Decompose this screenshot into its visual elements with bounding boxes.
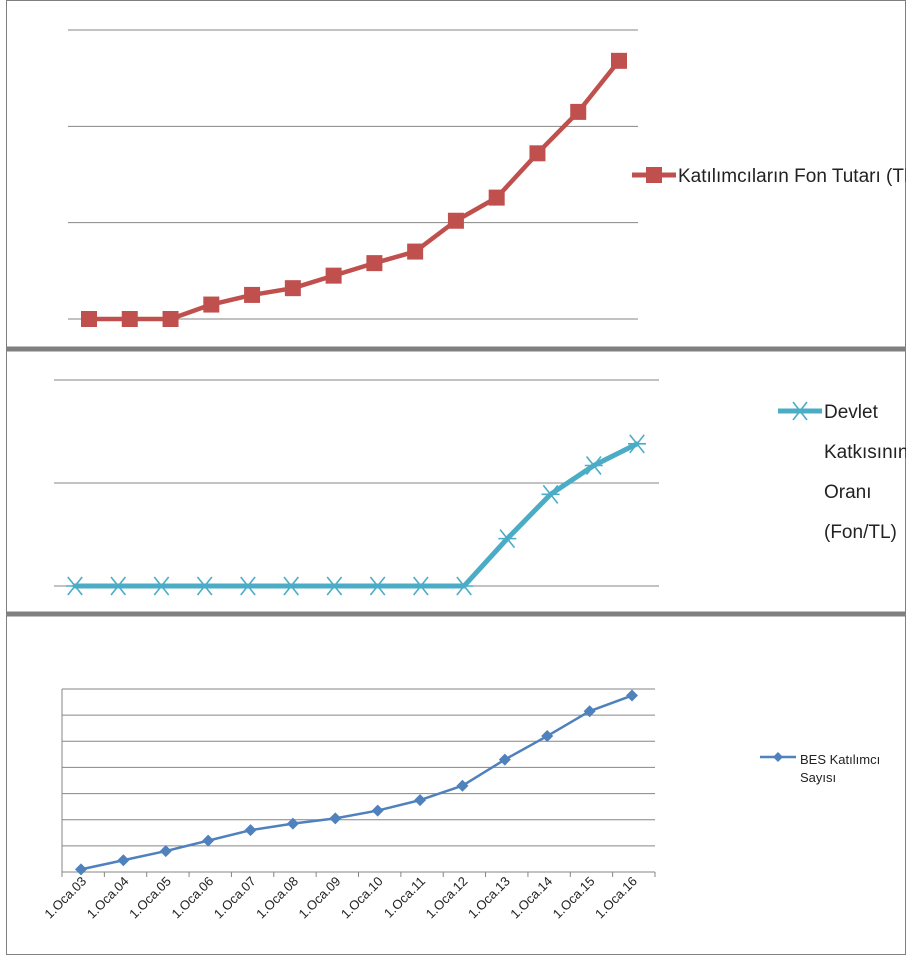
x-tick-label: 1.Oca.13 bbox=[465, 874, 513, 922]
legend-label: BES Katılımcı bbox=[800, 752, 880, 767]
data-point-marker bbox=[411, 576, 430, 596]
data-point-marker bbox=[162, 311, 179, 327]
x-tick-label: 1.Oca.12 bbox=[423, 874, 471, 922]
x-tick-label: 1.Oca.11 bbox=[381, 874, 428, 921]
legend-swatch-marker bbox=[773, 752, 783, 762]
series-line bbox=[79, 694, 634, 871]
legend-label: Sayısı bbox=[800, 770, 836, 785]
data-point-marker bbox=[75, 863, 87, 876]
data-point-marker bbox=[284, 280, 301, 297]
data-point-marker bbox=[66, 576, 84, 596]
data-point-marker bbox=[282, 576, 301, 596]
data-point-marker bbox=[325, 267, 342, 284]
series-line bbox=[72, 441, 640, 589]
x-tick-label: 1.Oca.16 bbox=[592, 874, 640, 922]
data-point-marker bbox=[159, 845, 172, 858]
data-point-marker bbox=[498, 753, 511, 766]
data-point-marker bbox=[203, 296, 220, 313]
data-point-marker bbox=[202, 834, 215, 847]
data-point-marker bbox=[81, 311, 97, 327]
legend-label: Katılımcıların Fon Tutarı (TL) bbox=[678, 166, 906, 187]
legend-label: Katkısının bbox=[824, 442, 906, 463]
data-point-marker bbox=[368, 576, 387, 596]
data-point-marker bbox=[455, 576, 474, 596]
data-point-marker bbox=[456, 779, 469, 792]
data-point-marker bbox=[195, 576, 214, 596]
data-point-marker bbox=[628, 434, 646, 454]
x-tick-label: 1.Oca.15 bbox=[550, 874, 598, 922]
data-point-marker bbox=[541, 484, 560, 504]
data-point-marker bbox=[447, 212, 464, 229]
data-point-marker bbox=[325, 576, 344, 596]
data-point-marker bbox=[407, 243, 424, 260]
data-point-marker bbox=[584, 455, 603, 475]
x-tick-label: 1.Oca.10 bbox=[338, 874, 386, 922]
x-tick-label: 1.Oca.14 bbox=[507, 874, 555, 922]
x-tick-label: 1.Oca.07 bbox=[211, 874, 259, 922]
data-point-marker bbox=[152, 576, 171, 596]
data-point-marker bbox=[570, 103, 587, 120]
data-point-marker bbox=[244, 286, 261, 303]
data-point-marker bbox=[244, 824, 257, 837]
data-point-marker bbox=[117, 854, 130, 867]
data-point-marker bbox=[329, 812, 342, 825]
data-point-marker bbox=[529, 145, 546, 162]
series-line bbox=[86, 58, 622, 322]
x-tick-label: 1.Oca.04 bbox=[84, 874, 132, 922]
x-tick-label: 1.Oca.09 bbox=[296, 874, 344, 922]
state-contribution-chart: Devlet Katkısının Oranı (Fon/TL) bbox=[54, 379, 906, 596]
data-point-marker bbox=[121, 311, 138, 327]
legend-swatch-marker bbox=[791, 401, 809, 421]
data-point-marker bbox=[371, 804, 384, 817]
data-point-marker bbox=[488, 189, 505, 206]
chart-frame bbox=[6, 0, 906, 955]
data-point-marker bbox=[414, 794, 427, 807]
legend-label: (Fon/TL) bbox=[824, 522, 897, 543]
data-point-marker bbox=[109, 576, 128, 596]
participant-count-chart: 1.Oca.031.Oca.041.Oca.051.Oca.061.Oca.07… bbox=[41, 688, 880, 922]
x-tick-label: 1.Oca.06 bbox=[168, 874, 216, 922]
data-point-marker bbox=[626, 689, 638, 702]
data-point-marker bbox=[366, 255, 383, 272]
x-tick-label: 1.Oca.08 bbox=[253, 874, 301, 922]
data-point-marker bbox=[238, 576, 257, 596]
data-point-marker bbox=[541, 730, 554, 743]
legend-label: Devlet bbox=[824, 402, 879, 423]
x-tick-label: 1.Oca.03 bbox=[41, 874, 89, 922]
data-point-marker bbox=[286, 817, 299, 830]
fund-amount-chart: Katılımcıların Fon Tutarı (TL) bbox=[68, 29, 906, 327]
data-point-marker bbox=[498, 529, 517, 549]
data-point-marker bbox=[611, 52, 627, 69]
legend-label: Oranı bbox=[824, 482, 872, 503]
data-point-marker bbox=[583, 705, 596, 718]
x-tick-label: 1.Oca.05 bbox=[126, 874, 174, 922]
legend-swatch-marker bbox=[646, 167, 662, 183]
